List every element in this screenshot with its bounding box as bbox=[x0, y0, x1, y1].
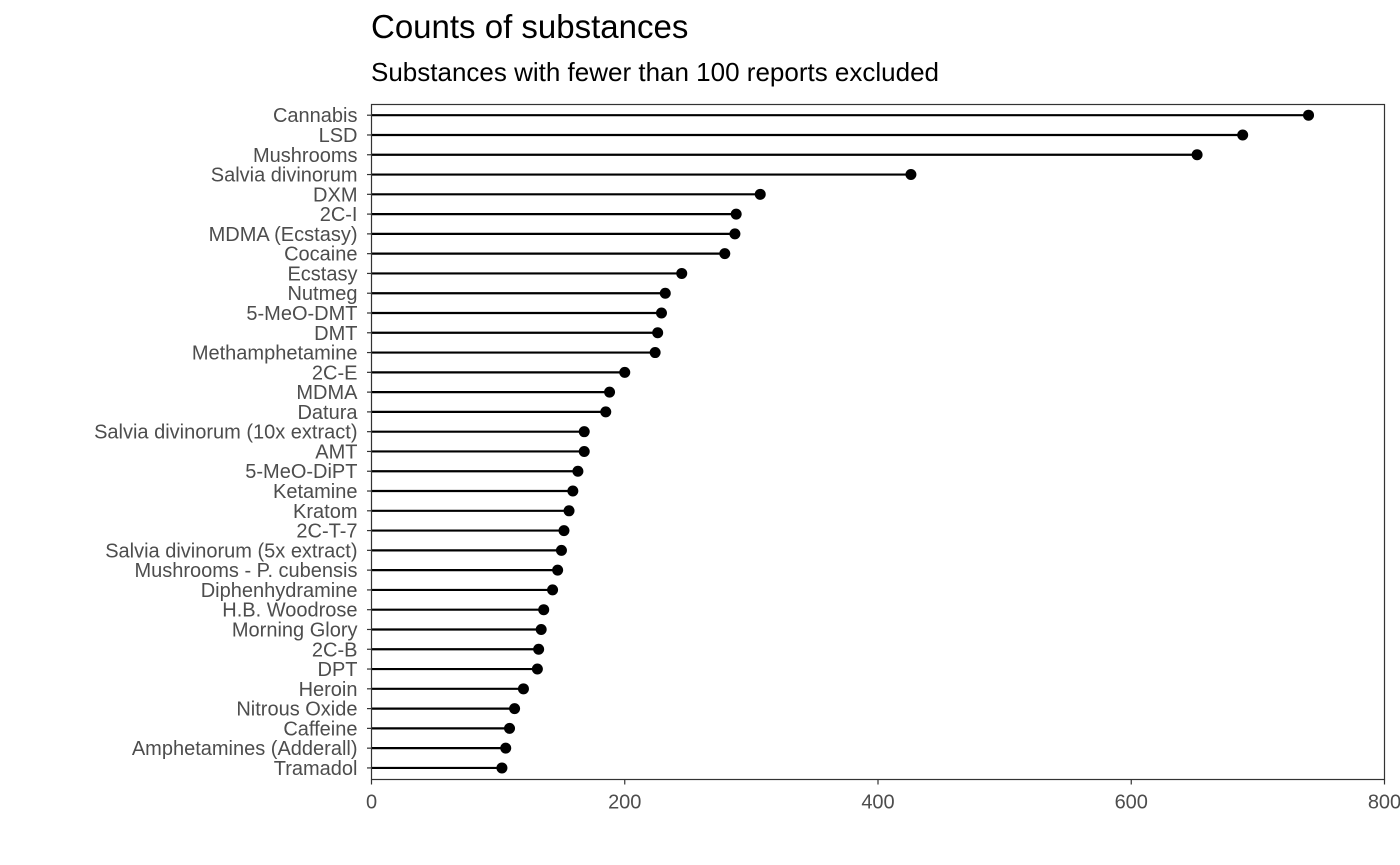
y-tick-label: Nutmeg bbox=[287, 283, 357, 305]
y-tick-label: H.B. Woodrose bbox=[222, 600, 357, 622]
y-tick-label: Kratom bbox=[293, 501, 357, 523]
lollipop-point bbox=[531, 663, 543, 675]
y-tick-label: MDMA bbox=[296, 382, 358, 404]
chart-subtitle: Substances with fewer than 100 reports e… bbox=[371, 57, 940, 87]
lollipop-point bbox=[567, 485, 579, 497]
lollipop-point bbox=[730, 208, 742, 220]
y-tick-label: Mushrooms - P. cubensis bbox=[134, 560, 357, 582]
lollipop-point bbox=[533, 643, 545, 655]
lollipop-point bbox=[555, 544, 567, 556]
y-tick-label: LSD bbox=[319, 125, 358, 147]
x-tick-label: 200 bbox=[608, 792, 641, 814]
y-tick-label: DPT bbox=[318, 659, 358, 681]
lollipop-point bbox=[652, 327, 664, 339]
lollipop-point bbox=[619, 366, 631, 378]
y-tick-label: DXM bbox=[313, 184, 357, 206]
y-tick-label: DMT bbox=[314, 323, 357, 345]
y-tick-label: Mushrooms bbox=[253, 145, 357, 167]
y-tick-label: 2C-B bbox=[312, 639, 358, 661]
y-tick-label: Heroin bbox=[299, 679, 358, 701]
lollipop-point bbox=[504, 722, 516, 734]
lollipop-point bbox=[655, 307, 667, 319]
lollipop-point bbox=[604, 386, 616, 398]
y-tick-label: Amphetamines (Adderall) bbox=[132, 738, 358, 760]
y-tick-label: AMT bbox=[315, 441, 357, 463]
y-tick-label: Cocaine bbox=[284, 244, 357, 266]
y-tick-label: 2C-T-7 bbox=[296, 521, 357, 543]
lollipop-point bbox=[509, 703, 521, 715]
lollipop-point bbox=[649, 347, 661, 359]
lollipop-point bbox=[754, 188, 766, 200]
y-tick-label: Salvia divinorum (10x extract) bbox=[94, 422, 357, 444]
lollipop-point bbox=[517, 683, 529, 695]
lollipop-point bbox=[572, 465, 584, 477]
y-tick-label: 2C-E bbox=[312, 362, 358, 384]
y-tick-label: Ecstasy bbox=[287, 263, 357, 285]
x-tick-label: 400 bbox=[861, 792, 894, 814]
y-tick-label: Morning Glory bbox=[232, 619, 358, 641]
y-tick-label: Caffeine bbox=[283, 718, 357, 740]
y-tick-label: Datura bbox=[297, 402, 358, 424]
y-tick-label: 2C-I bbox=[320, 204, 358, 226]
lollipop-point bbox=[558, 525, 570, 537]
y-tick-label: Salvia divinorum bbox=[211, 165, 358, 187]
lollipop-point bbox=[600, 406, 612, 418]
lollipop-point bbox=[547, 584, 559, 596]
lollipop-point bbox=[1237, 129, 1249, 141]
lollipop-point bbox=[1191, 149, 1203, 161]
y-tick-label: Cannabis bbox=[273, 105, 358, 127]
lollipop-point bbox=[729, 228, 741, 240]
y-tick-label: Tramadol bbox=[274, 758, 358, 780]
y-tick-label: Nitrous Oxide bbox=[236, 699, 357, 721]
lollipop-point bbox=[496, 762, 508, 774]
y-tick-label: MDMA (Ecstasy) bbox=[209, 224, 358, 246]
x-tick-label: 0 bbox=[366, 792, 377, 814]
lollipop-point bbox=[552, 564, 564, 576]
y-tick-label: Methamphetamine bbox=[192, 343, 358, 365]
x-tick-label: 800 bbox=[1368, 792, 1400, 814]
y-tick-label: 5-MeO-DiPT bbox=[245, 461, 357, 483]
lollipop-point bbox=[676, 267, 688, 279]
x-tick-label: 600 bbox=[1115, 792, 1148, 814]
lollipop-point bbox=[535, 623, 547, 635]
lollipop-point bbox=[905, 169, 917, 181]
lollipop-point bbox=[719, 248, 731, 260]
y-tick-label: Diphenhydramine bbox=[201, 580, 358, 602]
y-tick-label: Ketamine bbox=[273, 481, 358, 503]
lollipop-point bbox=[538, 604, 550, 616]
y-tick-label: 5-MeO-DMT bbox=[246, 303, 357, 325]
lollipop-point bbox=[578, 426, 590, 438]
chart-title: Counts of substances bbox=[371, 8, 689, 45]
lollipop-point bbox=[500, 742, 512, 754]
y-tick-label: Salvia divinorum (5x extract) bbox=[105, 540, 357, 562]
lollipop-point bbox=[1303, 109, 1315, 121]
lollipop-point bbox=[659, 287, 671, 299]
lollipop-point bbox=[563, 505, 575, 517]
lollipop-point bbox=[578, 445, 590, 457]
plot-panel-border bbox=[370, 103, 1386, 781]
